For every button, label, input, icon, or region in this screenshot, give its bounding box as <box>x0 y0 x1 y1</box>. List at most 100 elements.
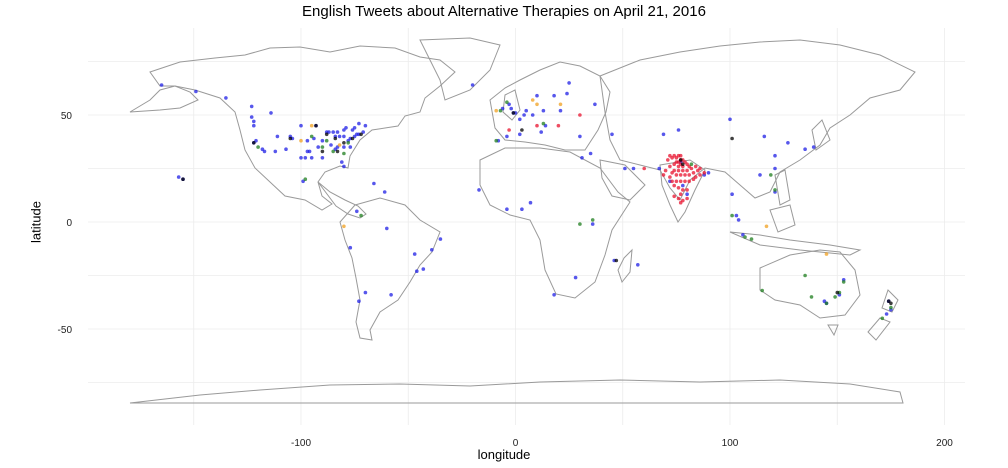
tweet-point <box>541 108 546 113</box>
tweet-point <box>176 175 181 179</box>
tweet-point <box>348 245 353 250</box>
tweet-point <box>685 188 689 192</box>
asia-outline <box>599 39 916 201</box>
tweet-point <box>159 83 164 87</box>
tweet-point <box>736 218 741 222</box>
tweet-point <box>530 113 535 117</box>
tweet-point <box>337 143 342 147</box>
tweet-point <box>668 175 672 179</box>
tweet-point <box>252 123 256 128</box>
tweet-point <box>342 224 346 229</box>
tweet-point <box>299 138 303 143</box>
tweet-point <box>580 156 584 160</box>
tweet-point <box>535 123 539 128</box>
tweet-point <box>520 207 524 211</box>
tweet-point <box>773 153 777 158</box>
tweet-point <box>674 156 679 160</box>
tweet-point <box>314 123 318 128</box>
tweet-point <box>181 177 185 181</box>
tweet-point <box>342 145 346 149</box>
tweet-point <box>320 138 325 143</box>
tweet-point <box>683 173 687 177</box>
tweet-point <box>275 134 280 139</box>
tweet-point <box>880 316 885 321</box>
tweet-point <box>430 248 434 252</box>
tweet-point <box>520 128 524 132</box>
tweet-point <box>773 166 777 171</box>
tweet-point <box>337 134 342 139</box>
tweet-point <box>681 188 685 192</box>
tweet-point <box>835 290 840 295</box>
tweet-point <box>309 156 314 160</box>
tweet-point <box>809 295 814 299</box>
tweet-point <box>565 91 569 96</box>
philippines-outline <box>774 169 791 206</box>
tweet-point <box>331 130 336 134</box>
tweet-point <box>273 149 278 154</box>
tweet-point <box>342 128 346 132</box>
tweet-point <box>556 123 561 128</box>
tweet-point <box>884 312 889 316</box>
tweet-point <box>539 130 543 134</box>
tweet-point <box>194 89 198 94</box>
tweet-point <box>578 113 582 117</box>
tweet-point <box>614 258 619 263</box>
tweet-point <box>728 117 732 122</box>
tweet-point <box>681 162 685 166</box>
tweet-point <box>528 200 533 205</box>
x-tick-label: 200 <box>936 438 953 449</box>
tweet-point <box>786 141 790 145</box>
tweet-point <box>678 153 683 158</box>
tweet-point <box>841 280 846 284</box>
tweet-point <box>681 183 685 188</box>
tweet-point <box>335 149 340 154</box>
tweet-point <box>578 222 582 226</box>
tweet-point <box>668 164 672 169</box>
tweet-point <box>522 113 526 117</box>
tasmania-outline <box>827 324 839 337</box>
madagascar-outline <box>617 248 633 284</box>
tweet-point <box>734 213 739 218</box>
tweet-point <box>642 166 646 171</box>
tweet-point <box>305 138 310 143</box>
tweet-point <box>412 252 417 256</box>
tweet-point <box>769 173 773 177</box>
tweet-point <box>509 106 513 111</box>
tweet-point <box>803 147 807 151</box>
tweet-point <box>359 132 363 137</box>
tweet-point <box>309 123 314 128</box>
europe-outline <box>489 61 611 151</box>
borneo-outline <box>769 204 796 233</box>
tweet-point <box>357 299 361 304</box>
tweet-point <box>541 121 546 126</box>
tweet-point <box>524 108 528 113</box>
tweet-point <box>552 293 556 297</box>
grid-lines <box>88 28 965 425</box>
tweet-point <box>511 111 516 115</box>
tweet-point <box>224 96 228 100</box>
tweet-point <box>329 143 333 147</box>
africa-outline <box>479 147 631 299</box>
antarctica-outline <box>129 379 904 404</box>
tweet-point <box>743 235 747 239</box>
north-america-outline <box>149 45 456 211</box>
tweet-point <box>320 156 325 160</box>
tweet-point <box>477 188 481 192</box>
tweet-point <box>663 168 668 173</box>
tweet-point <box>342 134 346 139</box>
tweet-point <box>803 273 807 278</box>
tweet-point <box>687 173 691 177</box>
tweet-point <box>889 305 893 310</box>
y-tick-label: -50 <box>58 325 73 336</box>
tweet-point <box>678 192 683 196</box>
tweet-points <box>159 81 893 321</box>
tweet-point <box>702 171 707 175</box>
tweet-point <box>588 151 593 156</box>
tweet-point <box>335 130 340 134</box>
tweet-point <box>578 134 582 139</box>
tweet-point <box>558 102 563 107</box>
tweet-point <box>269 111 273 115</box>
tweet-point <box>316 145 321 149</box>
tweet-point <box>661 173 666 177</box>
